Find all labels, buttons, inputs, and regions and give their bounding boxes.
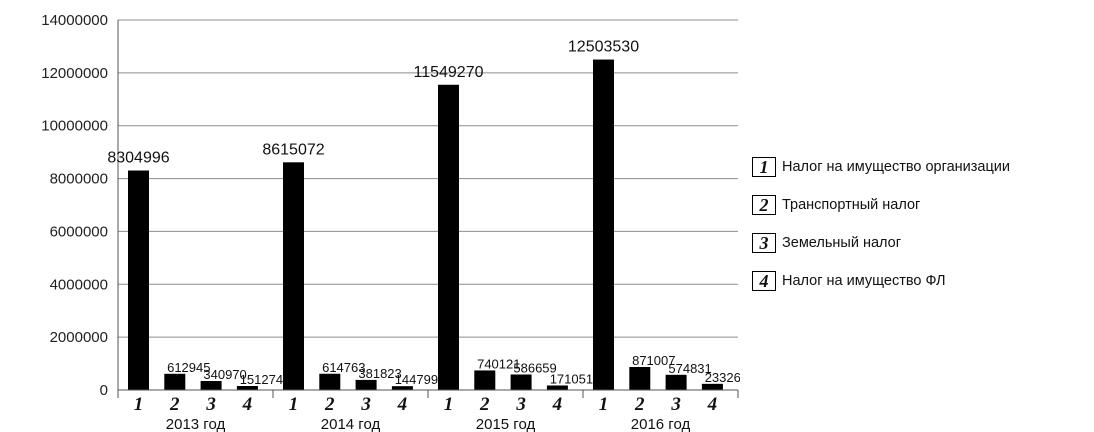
y-tick-label: 6000000 bbox=[50, 223, 108, 240]
data-label: 614763 bbox=[322, 360, 365, 375]
bar bbox=[200, 380, 222, 390]
y-tick-label: 10000000 bbox=[41, 118, 108, 135]
bar bbox=[164, 373, 186, 390]
data-label: 144799 bbox=[395, 372, 438, 387]
legend-number-2: 2 bbox=[752, 195, 776, 215]
bar bbox=[665, 374, 687, 390]
bar-number: 1 bbox=[134, 394, 144, 415]
data-label: 233267 bbox=[705, 370, 740, 385]
legend-label-3: Земельный налог bbox=[782, 235, 901, 251]
bar-number: 3 bbox=[670, 394, 681, 415]
bar bbox=[128, 170, 149, 390]
legend-label-1: Налог на имущество организации bbox=[782, 159, 1010, 175]
bar-chart: 0200000040000006000000800000010000000120… bbox=[41, 12, 740, 432]
y-tick-label: 2000000 bbox=[50, 329, 108, 346]
bar-number: 4 bbox=[397, 394, 408, 415]
bar bbox=[546, 385, 568, 390]
legend-item-4: 4 Налог на имущество ФЛ bbox=[752, 270, 1010, 292]
data-label: 381823 bbox=[358, 366, 401, 381]
bar-number: 1 bbox=[444, 394, 454, 415]
y-tick-label: 4000000 bbox=[50, 276, 108, 293]
y-tick-label: 8000000 bbox=[50, 171, 108, 188]
bar-number: 4 bbox=[552, 394, 563, 415]
bar-number: 2 bbox=[479, 394, 490, 415]
bar bbox=[510, 374, 532, 390]
bar bbox=[236, 386, 258, 390]
data-label: 740121 bbox=[477, 356, 520, 371]
category-label: 2014 год bbox=[321, 416, 381, 432]
data-label: 340970 bbox=[203, 367, 246, 382]
legend-label-4: Налог на имущество ФЛ bbox=[782, 273, 946, 289]
data-label: 586659 bbox=[513, 360, 556, 375]
bar-number: 2 bbox=[324, 394, 335, 415]
y-axis-ticks: 0 2000000 4000000 6000000 8000000 10000000 120… bbox=[41, 12, 119, 399]
legend-item-2: 2 Транспортный налог bbox=[752, 194, 1010, 216]
bar bbox=[474, 370, 496, 390]
bar bbox=[391, 386, 413, 390]
bar-number: 4 bbox=[242, 394, 253, 415]
bar-number: 4 bbox=[707, 394, 718, 415]
legend-label-2: Транспортный налог bbox=[782, 197, 921, 213]
bar bbox=[355, 379, 377, 390]
bar bbox=[629, 366, 651, 390]
legend: 1 Налог на имущество организации 2 Транс… bbox=[752, 156, 1010, 308]
bar-number: 2 bbox=[169, 394, 180, 415]
y-tick-label: 14000000 bbox=[41, 12, 108, 29]
data-label: 11549270 bbox=[414, 64, 484, 81]
legend-number-4: 4 bbox=[752, 271, 776, 291]
bar-number: 3 bbox=[515, 394, 526, 415]
data-label: 612945 bbox=[167, 360, 210, 375]
gridlines bbox=[118, 19, 738, 338]
bar-number: 1 bbox=[289, 394, 299, 415]
bar bbox=[701, 383, 723, 390]
y-tick-label: 0 bbox=[100, 382, 108, 399]
data-label: 871007 bbox=[632, 353, 675, 368]
bar bbox=[593, 59, 614, 391]
legend-item-3: 3 Земельный налог bbox=[752, 232, 1010, 254]
bar-number: 1 bbox=[599, 394, 609, 415]
bar-number: 3 bbox=[360, 394, 371, 415]
bars bbox=[128, 59, 723, 391]
category-label: 2013 год bbox=[166, 416, 226, 432]
data-label: 8304996 bbox=[107, 150, 169, 167]
bar bbox=[438, 84, 459, 391]
legend-number-3: 3 bbox=[752, 233, 776, 253]
y-tick-label: 12000000 bbox=[41, 65, 108, 82]
data-label: 574831 bbox=[668, 361, 711, 376]
legend-item-1: 1 Налог на имущество организации bbox=[752, 156, 1010, 178]
data-label: 8615072 bbox=[262, 141, 324, 158]
bar-number: 3 bbox=[205, 394, 216, 415]
x-axis: 1 2 3 4 2013 год 1 2 3 4 2014 год 1 2 3 4 2015 год 1 2 3 4… bbox=[117, 389, 739, 432]
bar-number: 2 bbox=[634, 394, 645, 415]
bar bbox=[319, 373, 341, 390]
data-label: 171051 bbox=[550, 371, 593, 386]
bar bbox=[283, 162, 304, 390]
legend-number-1: 1 bbox=[752, 157, 776, 177]
data-label: 151274 bbox=[240, 372, 283, 387]
data-label: 12503530 bbox=[568, 39, 639, 56]
category-label: 2015 год bbox=[476, 416, 536, 432]
category-label: 2016 год bbox=[631, 416, 691, 432]
